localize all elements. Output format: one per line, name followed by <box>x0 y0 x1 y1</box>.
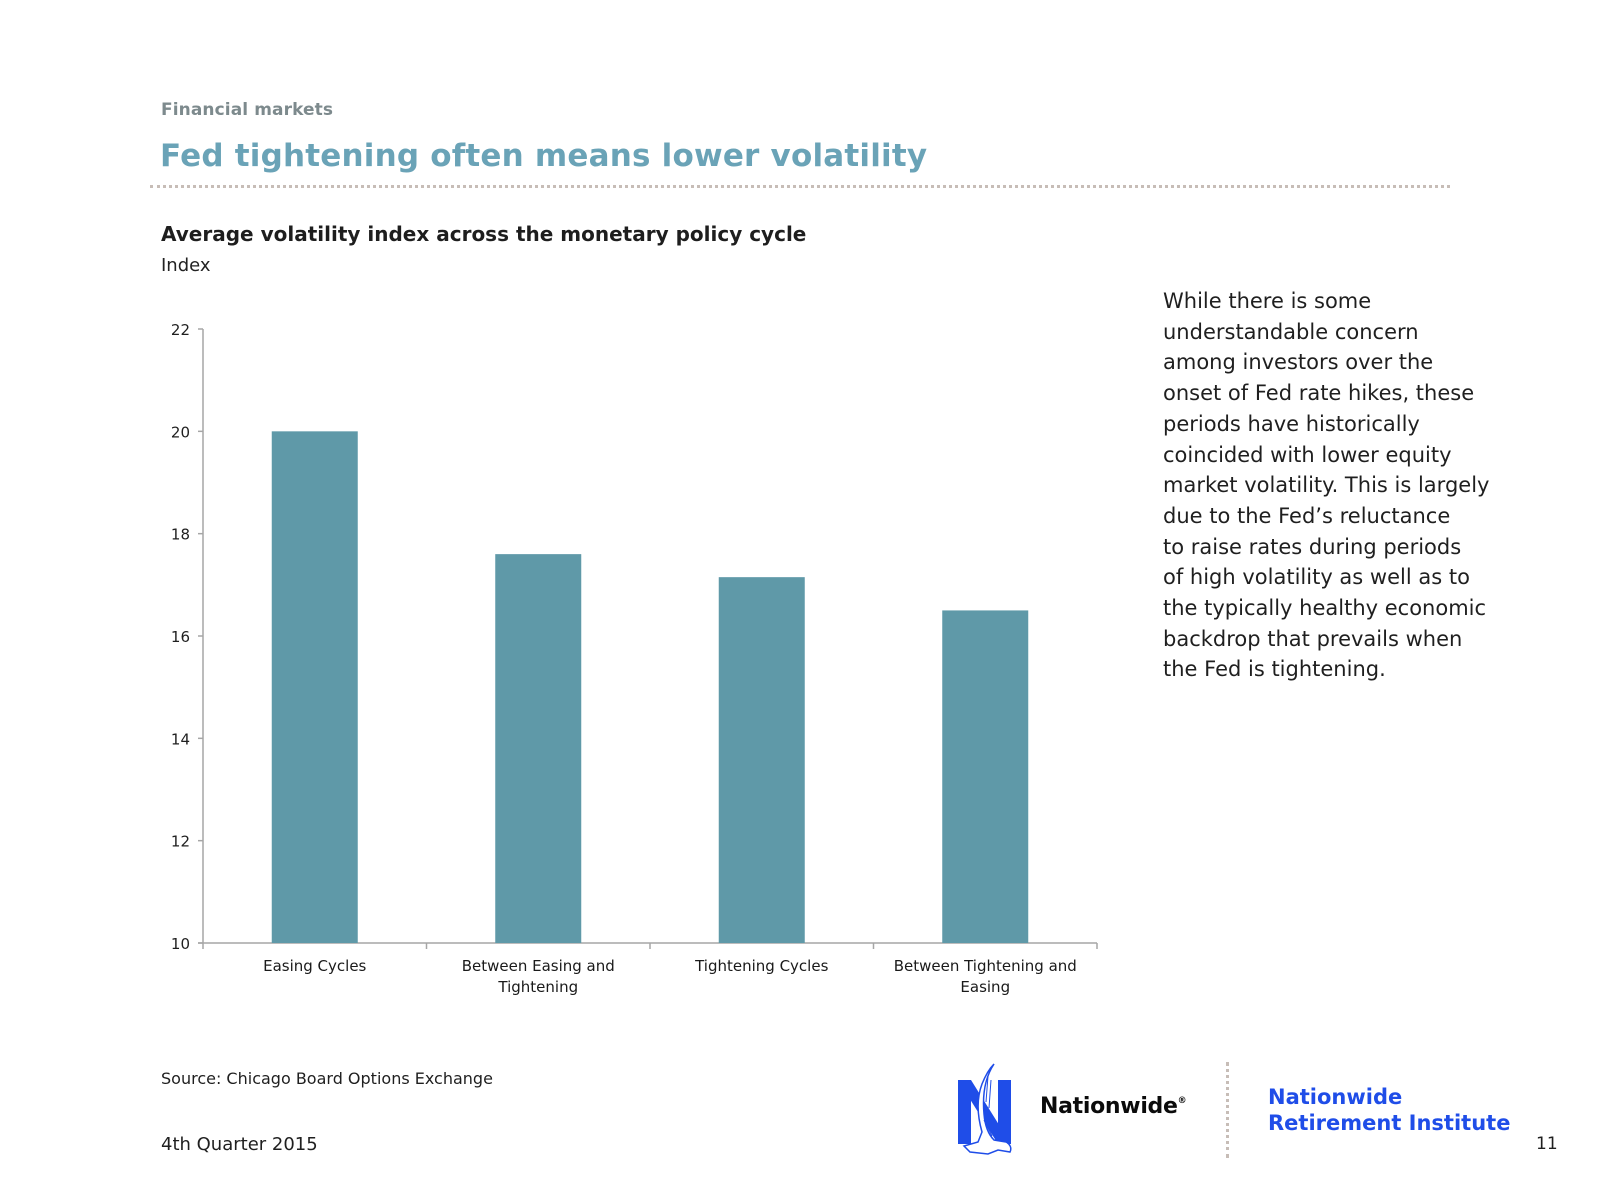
x-category-label: Between Easing and <box>462 957 615 975</box>
report-period: 4th Quarter 2015 <box>161 1134 318 1155</box>
title-divider <box>150 185 1450 188</box>
registered-mark: ® <box>1177 1096 1187 1106</box>
commentary-text: While there is some understandable conce… <box>1163 289 1490 682</box>
section-label: Financial markets <box>161 100 334 120</box>
x-category-label: Easing <box>960 978 1010 996</box>
page-number: 11 <box>1536 1134 1558 1154</box>
x-category-label: Easing Cycles <box>263 957 366 975</box>
bar-2 <box>495 554 582 943</box>
bar-4 <box>942 610 1029 943</box>
y-tick-label: 14 <box>171 730 190 748</box>
institute-line-1: Nationwide <box>1268 1085 1403 1109</box>
y-tick-label: 20 <box>171 423 190 441</box>
chart-title: Average volatility index across the mone… <box>161 222 807 246</box>
chart-y-unit-label: Index <box>161 255 211 276</box>
bar-1 <box>271 431 358 943</box>
y-tick-label: 10 <box>171 935 190 953</box>
y-tick-label: 22 <box>171 321 190 339</box>
brand-name: Nationwide <box>1040 1094 1178 1119</box>
y-tick-label: 18 <box>171 526 190 544</box>
y-tick-label: 12 <box>171 833 190 851</box>
x-category-label: Between Tightening and <box>894 957 1077 975</box>
nationwide-eagle-logo-icon <box>958 1063 1012 1155</box>
y-tick-label: 16 <box>171 628 190 646</box>
bar-chart: 10 12 14 16 18 20 22 Easing Cycles Between Easin… <box>171 321 1098 996</box>
nationwide-wordmark: Nationwide® <box>1040 1094 1187 1119</box>
institute-line-2: Retirement Institute <box>1268 1111 1511 1135</box>
source-note: Source: Chicago Board Options Exchange <box>161 1069 493 1088</box>
x-category-label: Tightening Cycles <box>694 957 828 975</box>
x-category-label: Tightening <box>497 978 578 996</box>
page-title: Fed tightening often means lower volatil… <box>160 138 928 174</box>
institute-name: Nationwide Retirement Institute <box>1268 1084 1510 1136</box>
bar-3 <box>718 577 805 943</box>
footer-divider <box>1226 1062 1229 1158</box>
